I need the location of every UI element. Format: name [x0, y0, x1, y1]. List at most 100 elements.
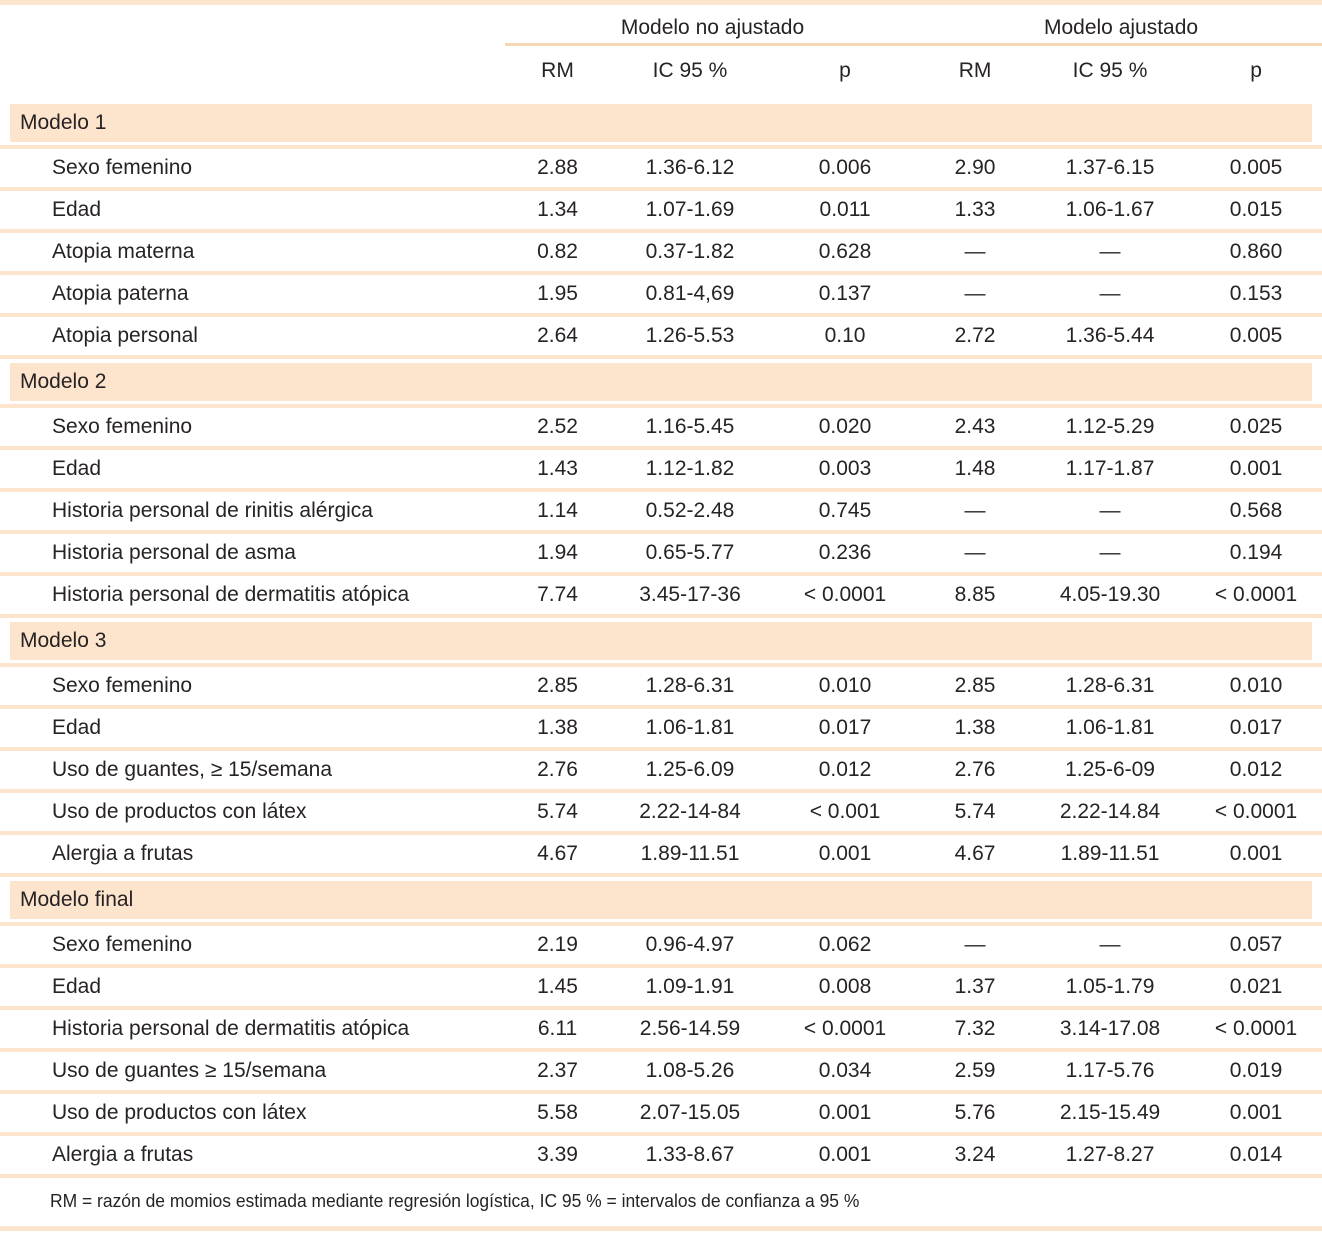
- top-border-band: [0, 0, 1322, 5]
- cell-unadjusted-ic95: 1.16-5.45: [610, 404, 770, 448]
- footnote-text: RM = razón de momios estimada mediante r…: [50, 1191, 860, 1211]
- section-header-cell: Modelo 3: [0, 614, 1322, 665]
- cell-unadjusted-rm: 0.82: [505, 229, 610, 273]
- cell-adjusted-ic95: 1.17-1.87: [1030, 446, 1191, 490]
- label-column-header: [0, 5, 505, 45]
- section-header-row: Modelo final: [0, 873, 1322, 924]
- cell-adjusted-p: 0.015: [1190, 187, 1322, 231]
- cell-adjusted-p: 0.019: [1190, 1048, 1322, 1092]
- cell-unadjusted-rm: 1.43: [505, 446, 610, 490]
- cell-adjusted-rm: 2.59: [920, 1048, 1031, 1092]
- cell-unadjusted-ic95: 2.56-14.59: [610, 1006, 770, 1050]
- cell-unadjusted-ic95: 0.52-2.48: [610, 488, 770, 532]
- cell-adjusted-p: < 0.0001: [1190, 789, 1322, 833]
- cell-adjusted-p: 0.012: [1190, 747, 1322, 791]
- sub-header-unadjusted-rm: RM: [541, 59, 574, 82]
- cell-adjusted-p: 0.014: [1190, 1132, 1322, 1176]
- row-label: Uso de productos con látex: [0, 1090, 505, 1134]
- cell-adjusted-rm: 2.90: [920, 145, 1031, 189]
- cell-unadjusted-rm: 1.45: [505, 964, 610, 1008]
- cell-adjusted-ic95: 4.05-19.30: [1030, 572, 1191, 616]
- table-row: Alergia a frutas 3.39 1.33-8.67 0.001 3.24 1.…: [0, 1132, 1322, 1176]
- cell-adjusted-rm: 2.85: [920, 663, 1031, 707]
- cell-adjusted-rm: 1.37: [920, 964, 1031, 1008]
- section-header-cell: Modelo 1: [0, 96, 1322, 147]
- cell-adjusted-rm: 5.74: [920, 789, 1031, 833]
- cell-unadjusted-p: < 0.001: [770, 789, 921, 833]
- cell-unadjusted-p: 0.008: [770, 964, 921, 1008]
- cell-adjusted-rm: 1.33: [920, 187, 1031, 231]
- cell-unadjusted-p: 0.628: [770, 229, 921, 273]
- row-label: Alergia a frutas: [0, 831, 505, 875]
- table-row: Edad 1.43 1.12-1.82 0.003 1.48 1.17-1.87 0.001: [0, 446, 1322, 490]
- cell-adjusted-rm: —: [920, 488, 1031, 532]
- cell-unadjusted-rm: 1.14: [505, 488, 610, 532]
- cell-adjusted-ic95: 1.28-6.31: [1030, 663, 1191, 707]
- table-row: Historia personal de dermatitis atópica 7…: [0, 572, 1322, 616]
- cell-unadjusted-p: 0.001: [770, 831, 921, 875]
- table-row: Uso de productos con látex 5.74 2.22-14-84…: [0, 789, 1322, 833]
- bottom-border-band: [0, 1226, 1322, 1231]
- cell-unadjusted-ic95: 1.07-1.69: [610, 187, 770, 231]
- cell-unadjusted-ic95: 1.12-1.82: [610, 446, 770, 490]
- cell-unadjusted-ic95: 1.09-1.91: [610, 964, 770, 1008]
- sub-header-adjusted-ic95: IC 95 %: [1072, 59, 1148, 82]
- cell-adjusted-ic95: 1.05-1.79: [1030, 964, 1191, 1008]
- cell-adjusted-ic95: 1.27-8.27: [1030, 1132, 1191, 1176]
- sub-header-unadjusted-p: p: [839, 59, 851, 82]
- cell-unadjusted-ic95: 1.26-5.53: [610, 313, 770, 357]
- cell-unadjusted-p: 0.012: [770, 747, 921, 791]
- section-band: Modelo 3: [10, 622, 1313, 660]
- row-label: Sexo femenino: [0, 145, 505, 189]
- section-header-row: Modelo 2: [0, 355, 1322, 406]
- table-row: Sexo femenino 2.52 1.16-5.45 0.020 2.43 1.12-…: [0, 404, 1322, 448]
- cell-unadjusted-ic95: 3.45-17-36: [610, 572, 770, 616]
- cell-adjusted-p: 0.194: [1190, 530, 1322, 574]
- cell-adjusted-rm: 2.72: [920, 313, 1031, 357]
- table-row: Sexo femenino 2.85 1.28-6.31 0.010 2.85 1.28-…: [0, 663, 1322, 707]
- row-label: Alergia a frutas: [0, 1132, 505, 1176]
- table-row: Edad 1.34 1.07-1.69 0.011 1.33 1.06-1.67 0.015: [0, 187, 1322, 231]
- cell-unadjusted-rm: 5.74: [505, 789, 610, 833]
- cell-unadjusted-rm: 2.88: [505, 145, 610, 189]
- cell-adjusted-ic95: 1.89-11.51: [1030, 831, 1191, 875]
- cell-adjusted-rm: 7.32: [920, 1006, 1031, 1050]
- cell-adjusted-rm: 1.48: [920, 446, 1031, 490]
- cell-unadjusted-rm: 1.95: [505, 271, 610, 315]
- table-row: Sexo femenino 2.88 1.36-6.12 0.006 2.90 1.37-…: [0, 145, 1322, 189]
- cell-adjusted-p: 0.153: [1190, 271, 1322, 315]
- cell-unadjusted-ic95: 1.36-6.12: [610, 145, 770, 189]
- cell-unadjusted-p: 0.003: [770, 446, 921, 490]
- row-label: Historia personal de asma: [0, 530, 505, 574]
- col-group-adjusted: Modelo ajustado: [920, 5, 1322, 46]
- logistic-regression-table: Modelo no ajustado Modelo ajustado RM IC …: [0, 5, 1322, 1226]
- cell-unadjusted-p: 0.034: [770, 1048, 921, 1092]
- cell-unadjusted-ic95: 2.22-14-84: [610, 789, 770, 833]
- table-row: Atopia materna 0.82 0.37-1.82 0.628— —0.860: [0, 229, 1322, 273]
- cell-unadjusted-ic95: 1.08-5.26: [610, 1048, 770, 1092]
- table-row: Alergia a frutas 4.67 1.89-11.51 0.001 4.67 1…: [0, 831, 1322, 875]
- cell-unadjusted-rm: 1.94: [505, 530, 610, 574]
- cell-unadjusted-rm: 2.64: [505, 313, 610, 357]
- row-label: Historia personal de dermatitis atópica: [0, 572, 505, 616]
- section-title: Modelo 2: [20, 370, 107, 393]
- cell-unadjusted-p: 0.137: [770, 271, 921, 315]
- cell-adjusted-rm: 2.43: [920, 404, 1031, 448]
- row-label: Edad: [0, 187, 505, 231]
- cell-unadjusted-p: 0.745: [770, 488, 921, 532]
- row-label: Edad: [0, 705, 505, 749]
- cell-adjusted-ic95: 1.37-6.15: [1030, 145, 1191, 189]
- row-label: Sexo femenino: [0, 663, 505, 707]
- cell-unadjusted-ic95: 1.06-1.81: [610, 705, 770, 749]
- cell-adjusted-ic95: —: [1030, 488, 1191, 532]
- cell-adjusted-rm: 8.85: [920, 572, 1031, 616]
- cell-adjusted-p: 0.025: [1190, 404, 1322, 448]
- cell-adjusted-ic95: —: [1030, 922, 1191, 966]
- cell-unadjusted-p: 0.001: [770, 1132, 921, 1176]
- cell-adjusted-rm: —: [920, 271, 1031, 315]
- section-title: Modelo final: [20, 888, 134, 911]
- table-row: Historia personal de asma 1.94 0.65-5.77 0.…: [0, 530, 1322, 574]
- footnote-cell: RM = razón de momios estimada mediante r…: [0, 1174, 1322, 1226]
- cell-unadjusted-rm: 5.58: [505, 1090, 610, 1134]
- cell-adjusted-p: 0.005: [1190, 313, 1322, 357]
